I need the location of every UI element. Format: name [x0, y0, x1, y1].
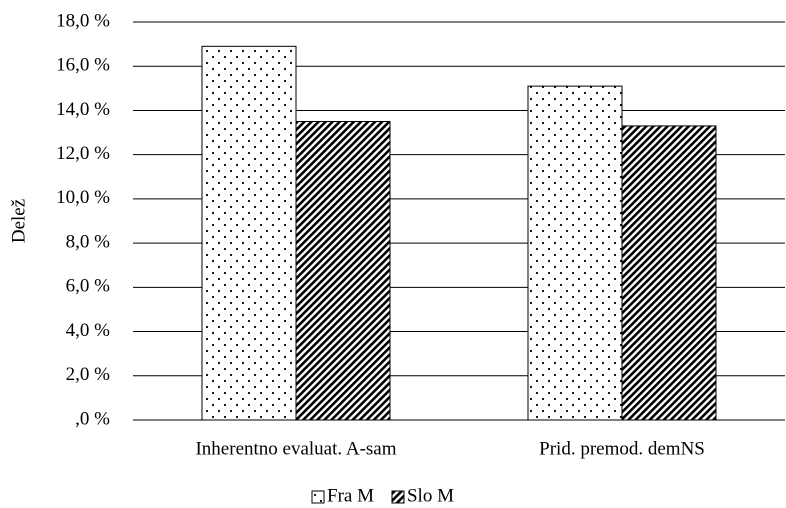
legend-swatch — [311, 490, 325, 504]
bar — [527, 85, 623, 421]
y-tick-label: 8,0 % — [66, 231, 111, 252]
legend-label: Fra M — [327, 485, 374, 506]
y-axis-label: Delež — [8, 199, 29, 243]
legend-label: Slo M — [407, 485, 454, 506]
y-tick-label: 2,0 % — [66, 364, 111, 385]
y-tick-label: 18,0 % — [56, 10, 110, 31]
y-tick-label: 10,0 % — [56, 187, 110, 208]
y-tick-label: 14,0 % — [56, 99, 110, 120]
y-tick-label: ,0 % — [75, 408, 110, 429]
y-tick-label: 12,0 % — [56, 143, 110, 164]
legend-swatch — [391, 490, 405, 504]
bar — [621, 125, 717, 421]
bar — [201, 45, 297, 421]
y-tick-label: 6,0 % — [66, 276, 111, 297]
x-tick-label: Prid. premod. demNS — [539, 438, 705, 459]
x-tick-label: Inherentno evaluat. A-sam — [195, 438, 396, 459]
bar — [295, 121, 391, 421]
y-tick-label: 4,0 % — [66, 320, 111, 341]
y-tick-label: 16,0 % — [56, 55, 110, 76]
